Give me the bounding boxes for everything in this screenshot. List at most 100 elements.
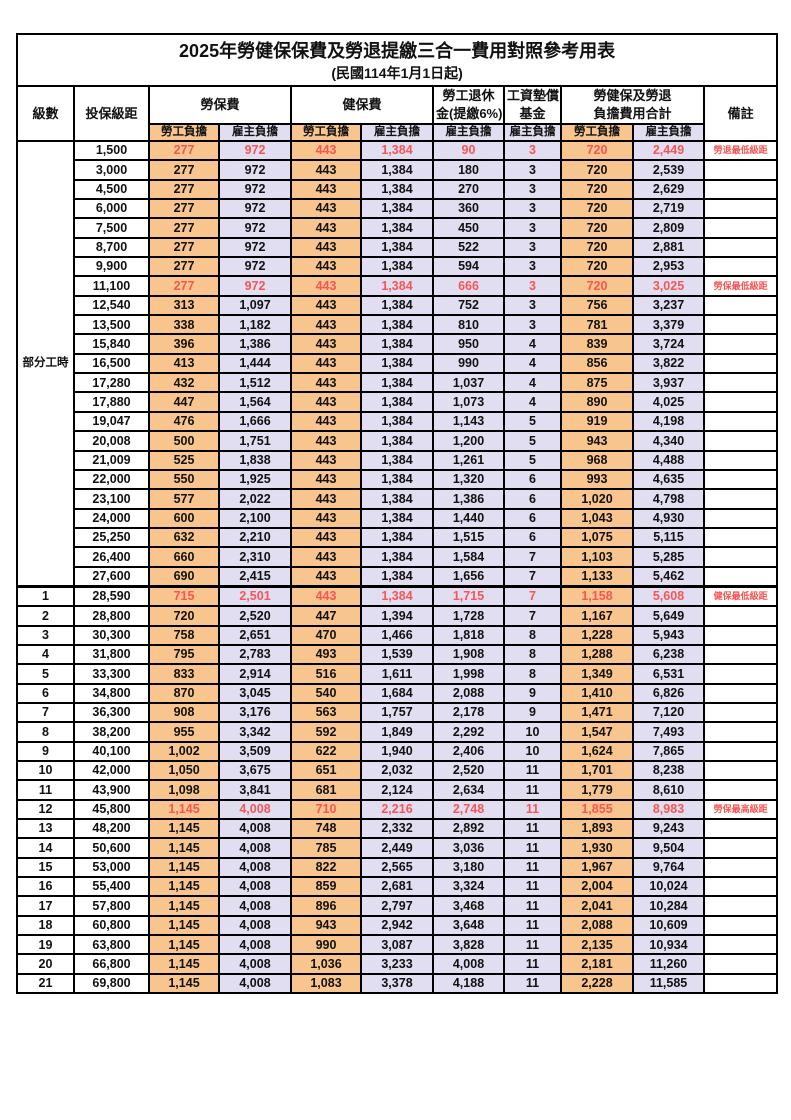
value-cell: 1,386 bbox=[218, 333, 292, 355]
value-cell: 516 bbox=[290, 663, 362, 685]
col-header-wage-fund: 工資墊償 基金 bbox=[503, 85, 562, 125]
value-cell: 396 bbox=[148, 333, 220, 355]
value-cell: 2,892 bbox=[432, 818, 505, 840]
value-cell: 1,849 bbox=[360, 721, 434, 743]
table-row: 8 38,200 955 3,342 592 1,849 2,292 10 1,547 7,493 bbox=[16, 721, 779, 743]
value-cell: 11 bbox=[503, 914, 562, 937]
value-cell: 720 bbox=[560, 256, 634, 278]
value-cell: 493 bbox=[290, 643, 362, 666]
value-cell: 1,143 bbox=[432, 410, 505, 433]
bracket-cell: 12,540 bbox=[73, 294, 150, 317]
bracket-cell: 1,500 bbox=[73, 139, 150, 162]
table-body: 部分工時 1,500 277 972 443 1,384 90 3 720 2,449 勞退最低級距… bbox=[16, 139, 779, 995]
value-cell: 3,342 bbox=[218, 721, 292, 743]
wage-fund-header-line1: 工資墊償 bbox=[507, 88, 560, 104]
remark-cell bbox=[702, 740, 779, 763]
table-row: 17,880 447 1,564 443 1,384 1,073 4 890 4,025 bbox=[17, 391, 779, 413]
value-cell: 11 bbox=[503, 895, 562, 917]
subheader-total-employer: 雇主負擔 bbox=[632, 123, 705, 142]
value-cell: 1,584 bbox=[432, 546, 505, 568]
value-cell: 2,124 bbox=[360, 779, 434, 801]
value-cell: 2,032 bbox=[360, 759, 434, 782]
level-cell: 3 bbox=[16, 624, 75, 646]
value-cell: 1,037 bbox=[432, 372, 505, 394]
value-cell: 3,036 bbox=[432, 837, 505, 859]
value-cell: 3,724 bbox=[632, 333, 705, 355]
value-cell: 752 bbox=[432, 294, 505, 317]
value-cell: 1,133 bbox=[560, 565, 634, 588]
value-cell: 1,466 bbox=[360, 624, 434, 646]
table-row: 10 42,000 1,050 3,675 651 2,032 2,520 11 1,701 8,… bbox=[16, 759, 779, 782]
value-cell: 2,181 bbox=[560, 953, 634, 975]
remark-cell bbox=[702, 895, 779, 917]
value-cell: 972 bbox=[218, 139, 292, 162]
value-cell: 10 bbox=[503, 721, 562, 743]
value-cell: 7 bbox=[503, 546, 562, 568]
bracket-cell: 6,000 bbox=[73, 198, 150, 220]
value-cell: 1,701 bbox=[560, 759, 634, 782]
bracket-cell: 57,800 bbox=[73, 895, 150, 917]
remark-cell bbox=[702, 837, 779, 859]
value-cell: 1,818 bbox=[432, 624, 505, 646]
value-cell: 1,539 bbox=[360, 643, 434, 666]
value-cell: 277 bbox=[148, 275, 220, 297]
table-row: 21 69,800 1,145 4,008 1,083 3,378 4,188 11 2,228… bbox=[16, 972, 779, 995]
value-cell: 476 bbox=[148, 410, 220, 433]
value-cell: 470 bbox=[290, 624, 362, 646]
table-row: 9 40,100 1,002 3,509 622 1,940 2,406 10 1,624 7,8… bbox=[16, 740, 779, 763]
value-cell: 1,967 bbox=[560, 856, 634, 879]
value-cell: 7,493 bbox=[632, 721, 705, 743]
remark-cell: 勞退最低級距 bbox=[702, 139, 779, 162]
subheader-health-employee: 勞工負擔 bbox=[290, 123, 362, 142]
page-title: 2025年勞健保保費及勞退提繳三合一費用對照參考用表 bbox=[179, 41, 616, 62]
remark-cell bbox=[702, 236, 779, 259]
level-cell: 9 bbox=[16, 740, 75, 763]
value-cell: 1,043 bbox=[560, 507, 634, 529]
remark-cell bbox=[702, 643, 779, 666]
table-row: 1 28,590 715 2,501 443 1,384 1,715 7 1,158 5,608 健… bbox=[16, 584, 779, 608]
value-cell: 1,384 bbox=[360, 139, 434, 162]
value-cell: 781 bbox=[560, 314, 634, 336]
value-cell: 443 bbox=[290, 565, 362, 588]
remark-cell bbox=[702, 914, 779, 937]
value-cell: 4,008 bbox=[218, 856, 292, 879]
bracket-cell: 40,100 bbox=[73, 740, 150, 763]
value-cell: 277 bbox=[148, 139, 220, 162]
value-cell: 443 bbox=[290, 178, 362, 201]
value-cell: 7,865 bbox=[632, 740, 705, 763]
bracket-cell: 48,200 bbox=[73, 818, 150, 840]
value-cell: 758 bbox=[148, 624, 220, 646]
value-cell: 3 bbox=[503, 178, 562, 201]
remark-cell bbox=[702, 410, 779, 433]
table-row: 4 31,800 795 2,783 493 1,539 1,908 8 1,288 6,238 bbox=[16, 643, 779, 666]
value-cell: 2,022 bbox=[218, 488, 292, 510]
value-cell: 1,384 bbox=[360, 314, 434, 336]
value-cell: 4,008 bbox=[218, 837, 292, 859]
value-cell: 9,764 bbox=[632, 856, 705, 879]
level-cell: 16 bbox=[16, 876, 75, 898]
value-cell: 720 bbox=[560, 236, 634, 259]
value-cell: 972 bbox=[218, 256, 292, 278]
remark-cell bbox=[702, 352, 779, 375]
level-cell: 21 bbox=[16, 972, 75, 995]
value-cell: 833 bbox=[148, 663, 220, 685]
value-cell: 3,233 bbox=[360, 953, 434, 975]
value-cell: 919 bbox=[560, 410, 634, 433]
value-cell: 540 bbox=[290, 682, 362, 704]
remark-cell bbox=[702, 876, 779, 898]
value-cell: 972 bbox=[218, 236, 292, 259]
value-cell: 1,145 bbox=[148, 934, 220, 956]
value-cell: 11 bbox=[503, 953, 562, 975]
value-cell: 1,036 bbox=[290, 953, 362, 975]
value-cell: 6 bbox=[503, 526, 562, 549]
value-cell: 277 bbox=[148, 178, 220, 201]
bracket-cell: 22,000 bbox=[73, 468, 150, 491]
bracket-cell: 15,840 bbox=[73, 333, 150, 355]
table-row: 4,500 277 972 443 1,384 270 3 720 2,629 bbox=[17, 178, 779, 201]
value-cell: 859 bbox=[290, 876, 362, 898]
value-cell: 3 bbox=[503, 236, 562, 259]
value-cell: 277 bbox=[148, 236, 220, 259]
remark-cell bbox=[702, 217, 779, 239]
value-cell: 4,008 bbox=[218, 876, 292, 898]
value-cell: 1,145 bbox=[148, 856, 220, 879]
